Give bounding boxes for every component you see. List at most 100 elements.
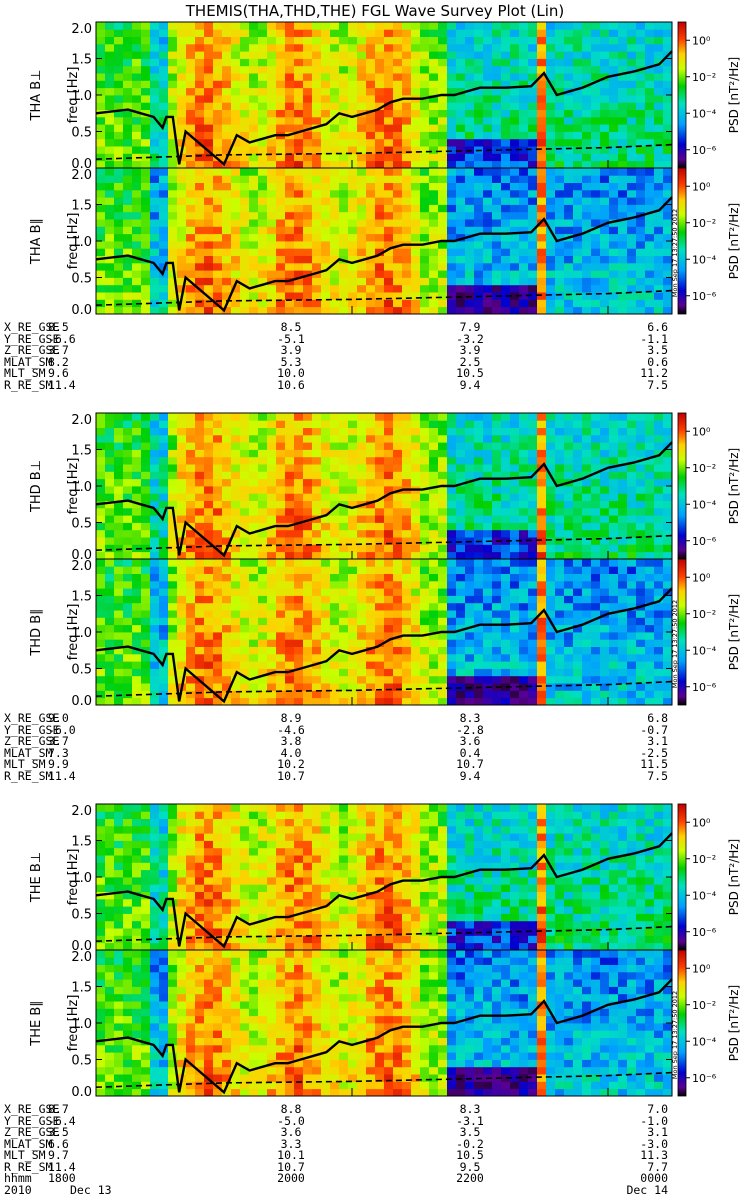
- spectro-cell: [438, 189, 448, 198]
- spectro-cell: [114, 639, 124, 647]
- spectro-cell: [555, 646, 565, 655]
- spectro-cell: [537, 109, 547, 118]
- spectro-cell: [411, 580, 421, 589]
- spectro-cell: [546, 36, 556, 45]
- spectro-cell: [222, 43, 232, 52]
- spectro-cell: [636, 515, 646, 523]
- spectro-cell: [240, 434, 250, 443]
- spectro-cell: [456, 413, 466, 421]
- spectro-cell: [546, 51, 556, 59]
- spectro-cell: [348, 624, 358, 633]
- spectro-cell: [177, 442, 187, 450]
- spectro-cell: [231, 182, 241, 191]
- spectro-cell: [213, 168, 223, 176]
- spectro-cell: [159, 299, 169, 308]
- spectro-cell: [195, 58, 205, 67]
- spectro-cell: [213, 116, 223, 125]
- spectro-cell: [258, 529, 268, 538]
- spectro-cell: [276, 653, 286, 662]
- spectro-cell: [204, 573, 214, 582]
- spectro-cell: [177, 456, 187, 465]
- spectro-cell: [222, 219, 232, 227]
- spectro-cell: [240, 413, 250, 421]
- spectro-cell: [429, 146, 439, 154]
- spectro-cell: [393, 197, 403, 205]
- spectro-cell: [384, 58, 394, 67]
- spectro-cell: [267, 65, 277, 74]
- spectro-cell: [276, 160, 286, 169]
- spectro-cell: [222, 189, 232, 198]
- spectro-cell: [105, 544, 115, 553]
- spectro-cell: [195, 262, 205, 271]
- spectro-cell: [492, 588, 502, 596]
- spectro-cell: [258, 624, 268, 633]
- spectro-cell: [348, 478, 358, 487]
- spectro-cell: [591, 80, 601, 89]
- spectro-cell: [222, 36, 232, 45]
- spectro-cell: [654, 138, 664, 147]
- spectro-cell: [519, 65, 529, 74]
- spectro-cell: [159, 413, 169, 421]
- spectro-cell: [339, 58, 349, 67]
- spectro-cell: [168, 248, 178, 256]
- spectro-cell: [645, 529, 655, 538]
- spectro-cell: [429, 189, 439, 198]
- spectro-cell: [159, 507, 169, 516]
- spectro-cell: [519, 277, 529, 286]
- spectro-cell: [186, 233, 196, 242]
- spectro-cell: [321, 36, 331, 45]
- spectro-cell: [591, 131, 601, 140]
- spectro-cell: [213, 299, 223, 308]
- spectro-cell: [402, 255, 412, 264]
- spectro-cell: [537, 573, 547, 582]
- spectro-cell: [429, 73, 439, 81]
- spectro-cell: [618, 43, 628, 52]
- spectro-cell: [384, 595, 394, 604]
- spectro-cell: [168, 580, 178, 589]
- spectro-cell: [177, 241, 187, 249]
- spectro-cell: [132, 413, 142, 421]
- spectro-cell: [528, 632, 538, 640]
- spectro-cell: [438, 255, 448, 264]
- spectro-cell: [645, 544, 655, 553]
- spectro-cell: [537, 233, 547, 242]
- spectro-cell: [447, 262, 457, 271]
- spectro-cell: [519, 102, 529, 110]
- spectro-cell: [627, 80, 637, 89]
- spectro-cell: [573, 537, 583, 545]
- spectro-cell: [321, 29, 331, 37]
- spectro-cell: [519, 602, 529, 611]
- spectro-cell: [375, 602, 385, 611]
- spectro-cell: [609, 456, 619, 465]
- y-tick-label: 0.5: [71, 126, 92, 141]
- spectro-cell: [609, 241, 619, 249]
- spectro-cell: [528, 95, 538, 103]
- spectro-cell: [528, 690, 538, 699]
- spectro-cell: [96, 204, 106, 213]
- spectro-cell: [150, 668, 160, 677]
- spectro-cell: [411, 153, 421, 162]
- spectro-cell: [249, 522, 259, 531]
- spectro-cell: [348, 43, 358, 52]
- spectro-cell: [375, 109, 385, 118]
- spectro-cell: [357, 284, 367, 293]
- spectro-cell: [312, 146, 322, 154]
- spectro-cell: [258, 420, 268, 428]
- spectro-cell: [510, 471, 520, 480]
- spectro-cell: [474, 632, 484, 640]
- spectro-cell: [204, 153, 214, 162]
- spectro-cell: [204, 277, 214, 286]
- spectro-cell: [627, 211, 637, 220]
- spectro-cell: [393, 51, 403, 59]
- spectro-cell: [366, 683, 376, 691]
- spectro-cell: [501, 573, 511, 582]
- spectro-cell: [348, 471, 358, 480]
- spectro-cell: [528, 255, 538, 264]
- spectro-cell: [303, 471, 313, 480]
- spectro-cell: [537, 646, 547, 655]
- spectro-cell: [321, 442, 331, 450]
- spectro-cell: [141, 537, 151, 545]
- spectro-cell: [177, 211, 187, 220]
- spectro-cell: [258, 464, 268, 472]
- spectro-cell: [186, 248, 196, 256]
